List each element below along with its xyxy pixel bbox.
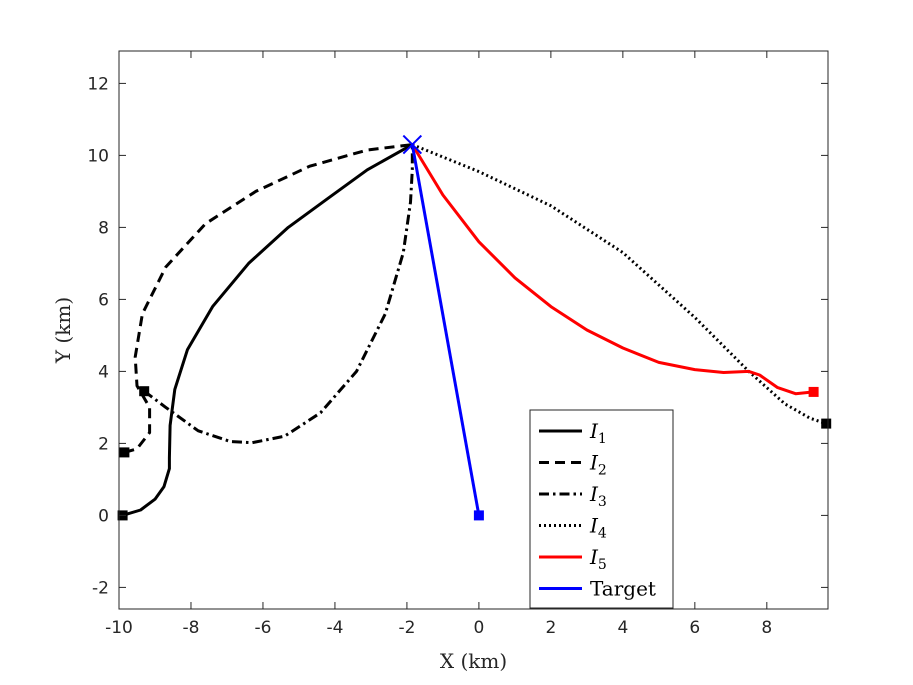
legend-label: I4 bbox=[589, 514, 607, 542]
legend: I1 I2 I3 I4 I5 Target bbox=[529, 409, 674, 609]
plot-area bbox=[119, 51, 828, 609]
x-tick-label: 0 bbox=[473, 618, 484, 638]
start-marker-i4 bbox=[821, 418, 832, 429]
legend-label: I5 bbox=[589, 545, 607, 573]
series-line-i5 bbox=[411, 143, 814, 396]
series-line-i2 bbox=[123, 143, 413, 454]
start-marker-i3 bbox=[139, 386, 150, 397]
x-tick-label: -10 bbox=[105, 618, 133, 638]
x-tick-label: 2 bbox=[545, 618, 556, 638]
start-marker-target bbox=[473, 510, 484, 521]
start-marker-i2 bbox=[119, 447, 130, 458]
y-tick-label: 2 bbox=[98, 434, 109, 454]
legend-label: Target bbox=[590, 577, 656, 601]
meeting-point-marker bbox=[402, 134, 423, 155]
legend-label: I2 bbox=[589, 451, 607, 479]
x-tick-label: -2 bbox=[398, 618, 415, 638]
axes-box bbox=[118, 50, 829, 610]
y-tick-label: 4 bbox=[98, 362, 109, 382]
axes-background bbox=[119, 51, 828, 609]
x-tick-label: 8 bbox=[761, 618, 772, 638]
y-tick-label: 6 bbox=[98, 290, 109, 310]
y-tick-label: 12 bbox=[87, 74, 109, 94]
x-axis-label: X (km) bbox=[440, 649, 507, 673]
axes-frame bbox=[118, 50, 829, 610]
x-tick-label: 4 bbox=[617, 618, 628, 638]
series-line-target bbox=[410, 144, 481, 516]
legend-box bbox=[529, 409, 674, 609]
y-tick-label: -2 bbox=[92, 578, 109, 598]
y-axis-label: Y (km) bbox=[51, 297, 75, 364]
y-tick-label: 0 bbox=[98, 506, 109, 526]
x-tick-label: 6 bbox=[689, 618, 700, 638]
y-tick-label: 10 bbox=[87, 146, 109, 166]
x-tick-label: -6 bbox=[254, 618, 271, 638]
legend-label: I1 bbox=[589, 419, 607, 447]
ticks-layer: -10 -8 -6 -4 -2 0 2 4 6 8 -2 0 2 4 6 8 10 12 bbox=[87, 51, 828, 638]
start-marker-i5 bbox=[808, 386, 819, 397]
series-layer bbox=[122, 143, 827, 517]
series-line-i1 bbox=[122, 143, 414, 517]
x-tick-label: -4 bbox=[326, 618, 343, 638]
y-tick-label: 8 bbox=[98, 218, 109, 238]
x-tick-label: -8 bbox=[183, 618, 200, 638]
series-line-i3 bbox=[143, 144, 414, 445]
legend-label: I3 bbox=[589, 482, 607, 510]
